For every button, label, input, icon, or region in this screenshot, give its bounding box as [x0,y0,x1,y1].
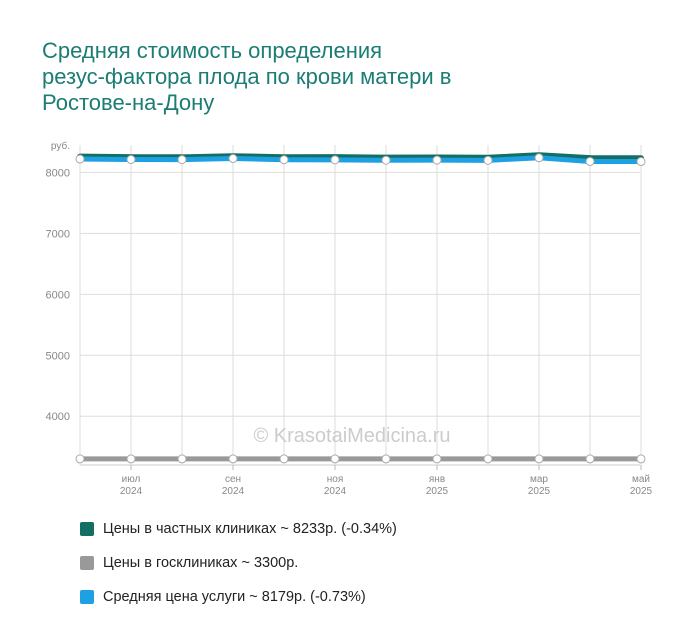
data-point-average [177,155,187,165]
x-tick-label-month: сен [225,474,241,485]
x-tick-label-year: 2025 [426,486,449,497]
data-point-average [330,155,340,165]
legend-swatch-public [80,556,94,570]
y-tick-label: 7000 [46,228,70,240]
chart-title-line: резус-фактора плода по крови матери в [42,64,452,89]
data-point-public [228,454,238,464]
y-tick-label: 6000 [46,289,70,301]
data-point-public [177,454,187,464]
legend-item-public[interactable]: Цены в госклиниках ~ 3300р. [80,546,397,580]
data-point-public [432,454,442,464]
x-tick-label-year: 2024 [120,486,143,497]
data-point-average [585,156,595,166]
data-point-average [381,155,391,165]
data-point-average [483,155,493,165]
data-point-average [534,153,544,163]
data-point-public [126,454,136,464]
x-tick-label-month: янв [429,474,445,485]
data-point-average [432,155,442,165]
data-point-average [126,155,136,165]
legend-swatch-average [80,590,94,604]
legend-label-public: Цены в госклиниках ~ 3300р. [103,555,299,571]
watermark-text: © KrasotaiMedicina.ru [253,425,450,447]
x-tick-label-year: 2025 [528,486,551,497]
chart-title-line: Средняя стоимость определения [42,38,383,63]
x-tick-label-month: май [632,474,650,485]
y-tick-label: 5000 [46,350,70,362]
data-point-average [636,157,646,167]
data-point-average [75,154,85,164]
legend-label-average: Средняя цена услуги ~ 8179р. (-0.73%) [103,589,366,605]
chart-legend: Цены в частных клиниках ~ 8233р. (-0.34%… [80,512,397,614]
x-tick-label-year: 2024 [324,486,347,497]
data-point-average [228,154,238,164]
x-tick-label-month: июл [122,474,141,485]
x-tick-label-year: 2024 [222,486,245,497]
data-point-public [330,454,340,464]
x-tick-label-month: мар [530,474,548,485]
legend-item-private[interactable]: Цены в частных клиниках ~ 8233р. (-0.34%… [80,512,397,546]
line-chart: 40005000600070008000руб.июл2024сен2024но… [46,140,653,497]
data-point-public [534,454,544,464]
y-tick-label: 4000 [46,411,70,423]
data-point-public [483,454,493,464]
data-point-public [636,454,646,464]
x-tick-label-month: ноя [327,474,344,485]
y-axis-unit-label: руб. [51,140,70,152]
y-tick-label: 8000 [46,167,70,179]
data-point-public [279,454,289,464]
chart-title: Средняя стоимость определения резус-факт… [42,38,562,116]
data-point-average [279,155,289,165]
data-point-public [75,454,85,464]
legend-swatch-private [80,522,94,536]
legend-item-average[interactable]: Средняя цена услуги ~ 8179р. (-0.73%) [80,580,397,614]
data-point-public [585,454,595,464]
x-tick-label-year: 2025 [630,486,653,497]
series-line-average [77,155,644,165]
data-point-public [381,454,391,464]
legend-label-private: Цены в частных клиниках ~ 8233р. (-0.34%… [103,521,397,537]
chart-title-line: Ростове-на-Дону [42,90,215,115]
